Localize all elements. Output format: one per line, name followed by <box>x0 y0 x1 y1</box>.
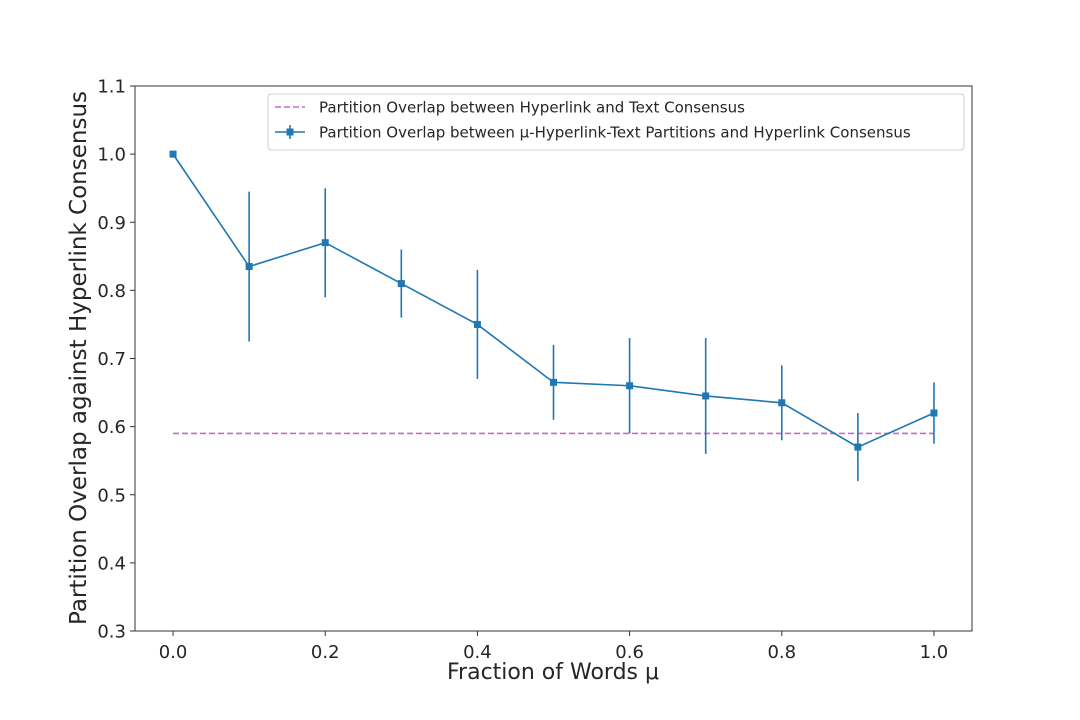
legend-box <box>267 93 965 151</box>
y-tick-label: 0.9 <box>97 213 126 234</box>
x-tick-label: 0.4 <box>463 642 492 663</box>
y-tick-label: 0.8 <box>97 281 126 302</box>
x-tick-label: 0.6 <box>615 642 644 663</box>
x-tick-label: 0.8 <box>767 642 796 663</box>
y-tick-label: 0.6 <box>97 417 126 438</box>
legend-entry-label: Partition Overlap between Hyperlink and … <box>319 99 745 117</box>
data-point <box>473 320 481 328</box>
data-point <box>854 443 862 451</box>
y-tick-label: 1.0 <box>97 145 126 166</box>
x-axis-ticks: 0.0 0.2 0.4 0.6 0.8 1.0 <box>159 631 949 663</box>
y-tick-label: 1.1 <box>97 77 126 98</box>
data-point <box>321 239 329 247</box>
y-tick-label: 0.5 <box>97 485 126 506</box>
legend-handle-marker <box>286 128 294 136</box>
plot-area <box>134 85 973 632</box>
legend: Partition Overlap between Hyperlink and … <box>267 93 965 151</box>
x-tick-label: 0.0 <box>159 642 188 663</box>
y-tick-label: 0.3 <box>97 622 126 643</box>
x-tick-label: 0.2 <box>311 642 340 663</box>
x-axis-label: Fraction of Words μ <box>447 660 659 685</box>
data-point <box>702 392 710 400</box>
y-tick-label: 0.7 <box>97 349 126 370</box>
data-point <box>550 378 557 386</box>
y-axis-ticks: 0.3 0.4 0.5 0.6 0.7 0.8 0.9 1.0 1.1 <box>97 77 135 643</box>
legend-entry-label: Partition Overlap between μ-Hyperlink-Te… <box>319 124 911 142</box>
data-point <box>169 150 177 158</box>
data-point <box>245 263 253 271</box>
data-point <box>626 382 634 390</box>
y-axis-label: Partition Overlap against Hyperlink Cons… <box>66 91 92 625</box>
data-point <box>397 280 405 288</box>
data-point <box>930 409 938 417</box>
x-tick-label: 1.0 <box>920 642 949 663</box>
y-tick-label: 0.4 <box>97 553 126 574</box>
data-point <box>778 399 786 407</box>
